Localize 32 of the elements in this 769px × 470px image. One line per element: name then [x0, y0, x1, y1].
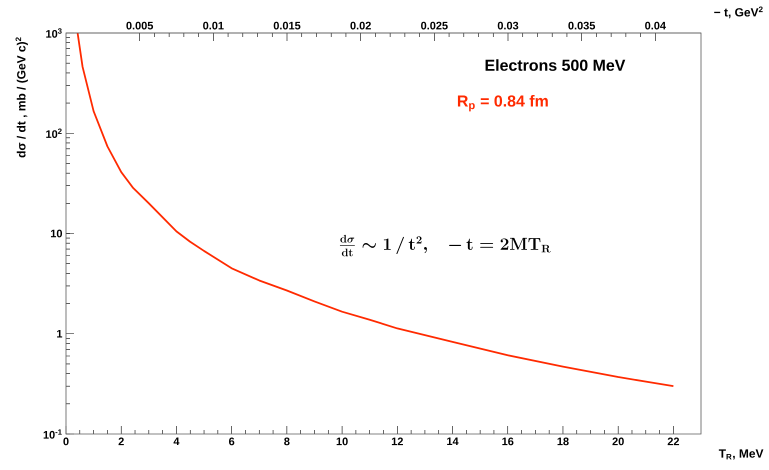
x-tick-label: 22 — [668, 438, 680, 446]
y-tick-label: 1 — [57, 330, 62, 338]
x-tick-label: 8 — [284, 438, 290, 446]
x-axis-title: T$_{R}$, MeV — [718, 449, 764, 460]
x-tick-label: 6 — [229, 438, 234, 446]
y-tick-label: 10$^{-1}$ — [44, 429, 62, 439]
y-axis-title: dσ / dt , mb / (GeV c)$^{2}$ — [16, 37, 28, 158]
x-tick-label: 16 — [502, 438, 514, 446]
x2-tick-label: 0.03 — [498, 22, 518, 30]
x-tick-label: 0 — [63, 438, 69, 446]
x-tick-label: 10 — [336, 438, 348, 446]
x2-tick-label: 0.035 — [568, 22, 596, 30]
x-tick-label: 12 — [392, 438, 403, 446]
annotation: R$_{p}$ = 0.84 fm — [458, 94, 548, 112]
x2-tick-label: 0.025 — [421, 22, 448, 30]
annotation: $\frac{\mathbf{d\boldsymbol{\sigma}}}{\mathbf{dt}} \sim \mathbf{1\,/\,t^{2},\quad -\,t = 2MT_{R}}$ — [340, 234, 551, 256]
y-tick-label: 10 — [50, 230, 62, 238]
x-tick-label: 14 — [447, 438, 459, 446]
x2-tick-label: 0.01 — [203, 22, 224, 30]
x-tick-label: 2 — [118, 438, 124, 446]
x2-tick-label: 0.005 — [126, 22, 154, 30]
x-tick-label: 18 — [558, 438, 569, 446]
x2-tick-label: 0.04 — [645, 22, 666, 30]
line-series — [76, 33, 674, 388]
x2-axis-title: − t, GeV$^{2}$ — [714, 6, 763, 18]
y-tick-label: 10$^{3}$ — [46, 28, 62, 38]
annotation: Electrons 500 MeV — [486, 59, 626, 71]
x-tick-label: 20 — [612, 438, 624, 446]
x2-tick-label: 0.02 — [350, 22, 371, 30]
y-tick-label: 10$^{2}$ — [46, 128, 62, 138]
x2-tick-label: 0.015 — [274, 22, 300, 30]
x-tick-label: 4 — [174, 438, 180, 446]
